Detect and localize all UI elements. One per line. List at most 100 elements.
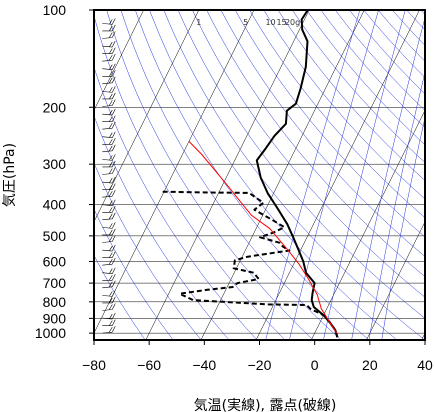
wind-barb [102, 228, 116, 236]
wind-barb [102, 183, 116, 190]
dry-adiabat-line [94, 14, 286, 340]
dry-adiabat-line [306, 10, 425, 146]
x-tick-label: 0 [311, 357, 319, 373]
dry-adiabat-line [220, 10, 425, 257]
wind-barb [102, 222, 116, 229]
isotherm-line [311, 109, 425, 340]
dry-adiabat-line [263, 10, 425, 200]
dry-adiabat-line [292, 10, 425, 163]
y-tick-label: 700 [43, 275, 67, 291]
isotherm-line [94, 10, 200, 223]
wind-barb [102, 144, 116, 153]
y-tick-label: 400 [43, 197, 67, 213]
dry-adiabat-line [177, 10, 425, 319]
dry-adiabat-line [277, 10, 425, 181]
parcel-line [188, 141, 338, 334]
wind-barb [102, 99, 116, 107]
adiabat-and-mixing-ratio-lines [94, 10, 425, 340]
dry-adiabat-line [94, 66, 258, 340]
wind-barb [102, 258, 116, 266]
mixing-ratio-label: 20g [285, 18, 300, 27]
x-tick-label: −20 [248, 357, 272, 373]
wind-barb [102, 160, 116, 168]
wind-barb [102, 206, 116, 213]
wind-barb [102, 274, 116, 281]
isotherm-line [366, 221, 425, 340]
mixing-ratio-label: 15 [276, 18, 286, 27]
wind-barb [102, 115, 116, 122]
mixing-ratio-label: 10 [265, 18, 275, 27]
wind-barb [102, 235, 116, 243]
mixing-ratio-line [265, 10, 361, 340]
wind-barb [102, 24, 116, 32]
dry-adiabat-line [192, 10, 425, 298]
dry-adiabat-line [249, 10, 425, 218]
wind-barb [102, 47, 116, 54]
wind-barb [102, 296, 116, 304]
mixing-ratio-line [351, 16, 425, 340]
wind-barb [102, 251, 116, 258]
mixing-ratio-label: 5 [243, 18, 248, 27]
x-axis-ticks: −80 −60 −40 −20 0 20 40 [82, 340, 433, 373]
y-tick-label: 900 [43, 310, 67, 326]
wind-barb [102, 190, 116, 198]
isotherm-line [255, 10, 420, 340]
wind-barb [102, 244, 116, 252]
x-axis-title: 気温(実線), 露点(破線) [194, 398, 337, 412]
wind-barb [102, 312, 116, 320]
wind-barb [102, 280, 116, 289]
x-tick-label: −40 [192, 357, 216, 373]
mixing-ratio-line [381, 116, 425, 340]
wind-barb [102, 122, 116, 130]
dry-adiabat-line [94, 115, 230, 340]
mixing-ratio-label: 1 [196, 18, 201, 27]
isotherm-line [200, 10, 365, 340]
mixing-ratio-line [368, 71, 425, 340]
wind-barb [102, 70, 116, 77]
mixing-ratio-line [289, 10, 379, 340]
dry-adiabat-line [106, 10, 314, 340]
x-tick-label: 20 [362, 357, 378, 373]
wind-barb [102, 18, 116, 25]
wind-barb [102, 131, 116, 139]
wind-barb [102, 108, 116, 116]
wind-barb [102, 290, 116, 297]
x-tick-label: −80 [82, 357, 106, 373]
wind-barb [102, 199, 116, 207]
wind-barb [102, 267, 116, 275]
y-tick-label: 1000 [35, 325, 66, 341]
y-tick-label: 100 [43, 2, 67, 18]
wind-barb [102, 63, 116, 71]
wind-barb [102, 303, 116, 311]
y-tick-label: 300 [43, 156, 67, 172]
y-axis-title: 気圧(hPa) [2, 143, 18, 207]
y-tick-label: 800 [43, 294, 67, 310]
wind-barb [102, 167, 116, 175]
wind-barb [102, 138, 116, 145]
y-tick-label: 500 [43, 228, 67, 244]
y-tick-label: 600 [43, 253, 67, 269]
mixing-ratio-line [323, 10, 406, 340]
sounding-series [162, 10, 339, 338]
wind-barb [102, 76, 116, 85]
dewpoint-line [162, 190, 339, 338]
x-tick-label: −60 [137, 357, 161, 373]
dry-adiabat-line [94, 208, 174, 340]
wind-barb [102, 154, 116, 161]
wind-barb [102, 86, 116, 93]
dry-adiabat-line [163, 10, 425, 340]
x-tick-label: 40 [417, 357, 433, 373]
isotherm-gridlines [94, 10, 425, 340]
dry-adiabat-line [120, 10, 342, 340]
y-tick-label: 200 [43, 99, 67, 115]
temperature-line [255, 10, 339, 338]
isotherm-line [94, 10, 255, 334]
wind-barbs [102, 18, 116, 334]
dry-adiabat-line [234, 10, 425, 238]
dry-adiabat-line [149, 10, 398, 340]
wind-barb [102, 212, 116, 221]
dry-adiabat-line [135, 10, 370, 340]
